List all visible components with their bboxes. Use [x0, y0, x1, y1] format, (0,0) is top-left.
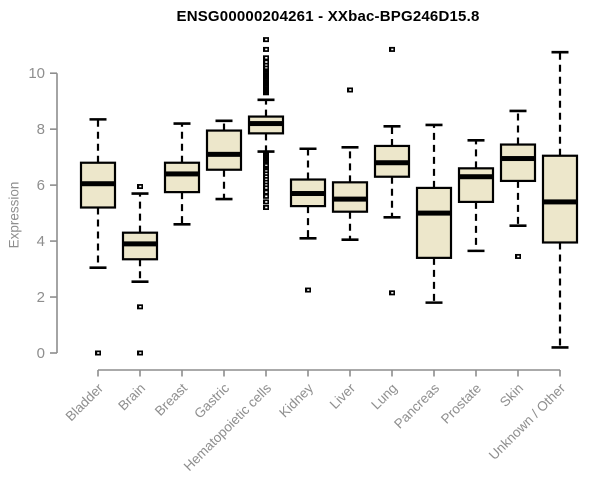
box-prostate [457, 139, 495, 253]
box-unknown-other [541, 50, 579, 349]
x-category-label: Gastric [191, 380, 232, 421]
x-category-label: Skin [497, 381, 526, 410]
y-tick-label: 10 [28, 65, 45, 82]
y-tick-label: 2 [37, 289, 45, 306]
box-lung [373, 46, 411, 296]
x-category-label: Kidney [276, 380, 316, 420]
box-pancreas [415, 123, 453, 304]
x-category-label: Bladder [63, 380, 107, 424]
y-tick-label: 6 [37, 177, 45, 194]
box-bladder [79, 118, 117, 356]
x-category-label: Brain [115, 381, 148, 414]
x-category-label: Breast [152, 380, 190, 418]
y-tick-label: 4 [37, 233, 45, 250]
x-category-label: Unknown / Other [486, 380, 569, 463]
box-liver [331, 87, 369, 241]
x-category-label: Liver [327, 380, 359, 412]
box-hematopoietic-cells [247, 37, 285, 211]
box-skin [499, 109, 537, 259]
x-category-label: Lung [368, 381, 400, 413]
box-breast [163, 122, 201, 226]
box-kidney [289, 147, 327, 293]
y-tick-label: 8 [37, 121, 45, 138]
box-gastric [205, 119, 243, 201]
x-category-label: Pancreas [391, 380, 442, 431]
y-tick-label: 0 [37, 345, 45, 362]
box-brain [121, 184, 159, 356]
chart-title: ENSG00000204261 - XXbac-BPG246D15.8 [176, 8, 480, 25]
x-category-label: Prostate [438, 381, 484, 427]
